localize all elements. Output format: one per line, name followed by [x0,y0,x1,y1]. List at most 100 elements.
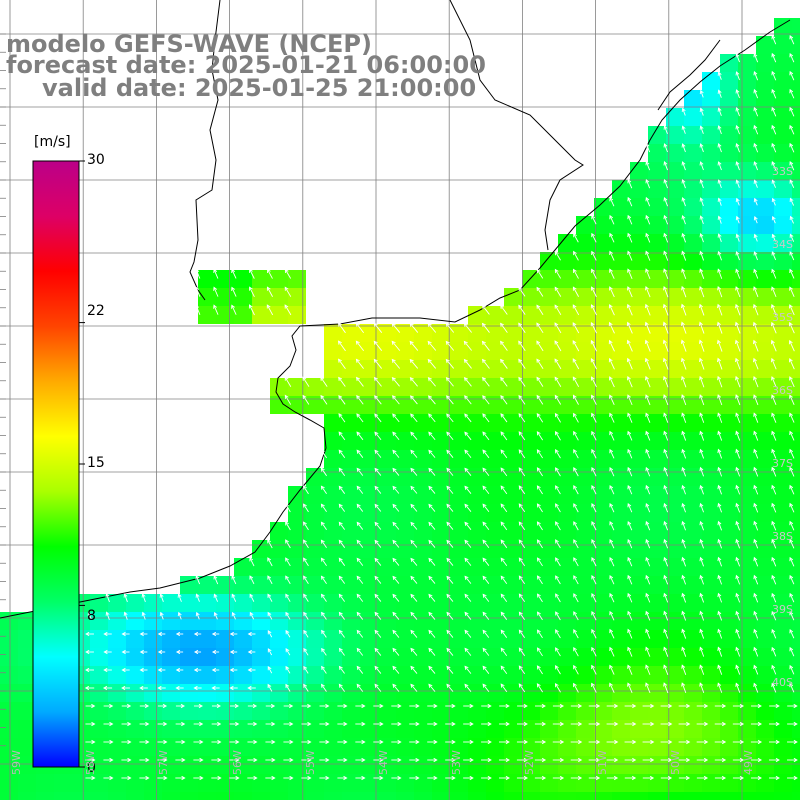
arrow-shaft [753,340,759,352]
arrow-head [608,321,613,327]
field-cell [792,216,800,234]
arrow-shaft [627,431,633,441]
wind-arrow [321,611,327,620]
arrow-head [518,394,523,400]
field-cell [324,324,342,342]
arrow-shaft [373,341,383,351]
wind-arrow [753,682,759,693]
arrow-head [681,268,686,273]
wind-arrow [446,575,454,584]
field-cell [558,450,576,468]
wind-arrow [175,667,184,673]
arrow-shaft [718,251,722,261]
arrow-shaft [464,666,472,674]
field-cell [306,522,324,540]
wind-arrow [195,286,201,297]
arrow-shaft [410,522,418,530]
field-cell [378,540,396,558]
arrow-head [500,304,505,310]
wind-arrow [750,775,762,781]
arrow-shaft [627,647,633,657]
wind-arrow [753,556,759,567]
arrow-head [735,466,740,472]
arrow-shaft [700,557,704,567]
arrow-head [464,467,469,472]
wind-arrow [788,321,795,334]
wind-arrow [627,574,633,585]
arrow-shaft [789,143,795,153]
arrow-shaft [338,540,346,548]
wind-arrow [103,631,112,637]
arrow-shaft [392,666,400,674]
field-cell [756,612,774,630]
wind-arrow [285,665,291,674]
field-cell [306,630,324,648]
field-cell [774,36,792,54]
arrow-head [356,449,361,454]
wind-arrow [663,412,669,423]
arrow-head [699,574,704,580]
arrow-head [518,286,523,292]
wind-arrow [229,775,240,781]
arrow-head [681,538,686,544]
wind-arrow [753,538,759,549]
field-cell [324,486,342,504]
field-cell [486,576,504,594]
field-cell [540,252,558,270]
field-cell [126,648,144,666]
field-cell [252,612,270,630]
wind-arrow [391,340,401,351]
wind-arrow [645,610,651,621]
arrow-head [541,757,547,763]
wind-arrow [573,593,579,603]
arrow-head [320,376,325,381]
arrow-shaft [664,143,668,153]
arrow-shaft [735,269,741,279]
arrow-head [356,521,361,526]
field-cell [396,324,414,342]
arrow-head [608,357,613,363]
arrow-head [446,611,451,616]
arrow-head [721,775,727,781]
arrow-head [609,682,613,687]
wind-arrow [518,431,526,441]
arrow-shaft [663,376,669,388]
arrow-shaft [609,286,615,298]
arrow-head [518,665,523,670]
arrow-head [409,395,415,400]
wind-arrow [771,357,777,370]
wind-arrow [681,179,686,189]
arrow-shaft [681,251,687,261]
arrow-shaft [249,304,255,316]
arrow-head [591,521,596,526]
arrow-head [428,611,433,616]
arrow-head [285,503,289,508]
field-cell [702,162,720,180]
wind-arrow [445,739,456,745]
arrow-head [789,646,794,652]
field-cell [360,576,378,594]
arrow-shaft [627,503,633,513]
wind-arrow [338,557,346,566]
field-cell [504,378,522,396]
arrow-shaft [195,269,201,279]
arrow-head [536,467,541,472]
arrow-head [771,268,776,274]
wind-arrow [303,575,309,585]
arrow-shaft [410,413,418,423]
field-cell [594,396,612,414]
field-cell [18,756,36,774]
arrow-head [793,721,798,727]
arrow-shaft [284,395,292,405]
arrow-shaft [681,322,687,334]
arrow-head [789,179,794,184]
wind-arrow [554,322,562,334]
field-cell [414,612,432,630]
arrow-head [627,556,632,562]
arrow-shaft [392,684,400,692]
wind-arrow [410,593,418,602]
arrow-head [271,721,276,727]
wind-arrow [768,757,780,763]
field-cell [360,684,378,702]
arrow-shaft [627,358,633,370]
